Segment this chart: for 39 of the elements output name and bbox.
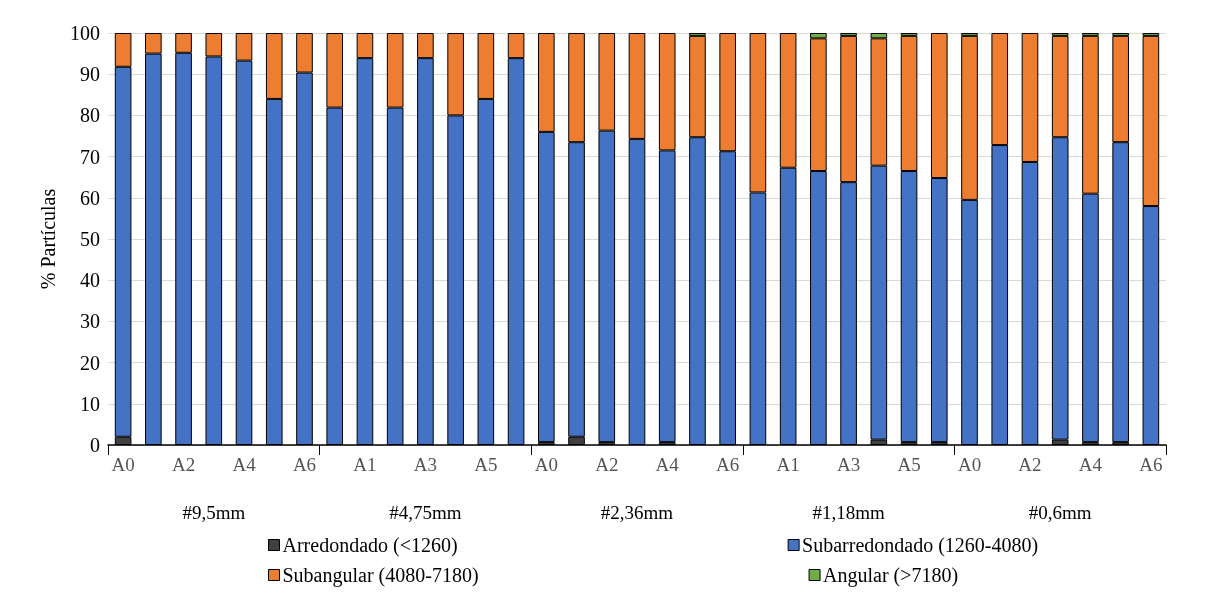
y-tick-label: 50 xyxy=(80,228,100,250)
legend-label: Arredondado (<1260) xyxy=(282,534,458,557)
x-tick-label: A1 xyxy=(776,454,800,475)
x-tick-label: A0 xyxy=(534,454,558,475)
x-tick-label: A5 xyxy=(474,454,498,475)
y-axis-title: % Partículas xyxy=(37,188,59,290)
x-tick-label: A6 xyxy=(1139,454,1163,475)
x-tick-label: A4 xyxy=(655,454,680,475)
x-tick-label: A2 xyxy=(171,454,196,475)
x-tick-label: A6 xyxy=(716,454,740,475)
legend-label: Subangular (4080-7180) xyxy=(282,564,479,587)
x-tick-label: A3 xyxy=(836,454,861,475)
x-tick-label: A4 xyxy=(1078,454,1103,475)
y-tick-label: 30 xyxy=(80,310,100,333)
x-tick-label: A1 xyxy=(353,454,377,475)
y-tick-label: 0 xyxy=(90,434,100,456)
y-tick-label: 100 xyxy=(70,22,100,44)
y-tick-label: 20 xyxy=(80,351,100,374)
y-tick-label: 10 xyxy=(80,392,100,415)
x-tick-label: A3 xyxy=(413,454,438,475)
x-tick-label: A0 xyxy=(111,454,135,475)
legend-label: Subarredondado (1260-4080) xyxy=(802,534,1039,557)
x-tick-label: A0 xyxy=(957,454,982,475)
y-tick-label: 70 xyxy=(80,145,100,168)
text: #4,75mm xyxy=(389,502,462,523)
x-tick-label: A4 xyxy=(232,454,257,475)
text: #9,5mm xyxy=(182,502,246,523)
y-tick-label: 40 xyxy=(80,269,100,292)
y-tick-label: 80 xyxy=(80,104,100,127)
legend-label: Angular (>7180) xyxy=(823,564,959,587)
text: #2,36mm xyxy=(600,502,674,523)
y-tick-label: 60 xyxy=(80,186,100,209)
x-tick-label: A6 xyxy=(292,454,317,475)
y-tick-label: 90 xyxy=(80,63,100,86)
x-tick-label: A2 xyxy=(595,454,619,475)
text: #0,6mm xyxy=(1028,502,1092,523)
x-tick-label: A5 xyxy=(897,454,921,475)
text: #1,18mm xyxy=(812,502,885,523)
x-tick-label: A2 xyxy=(1018,454,1042,475)
